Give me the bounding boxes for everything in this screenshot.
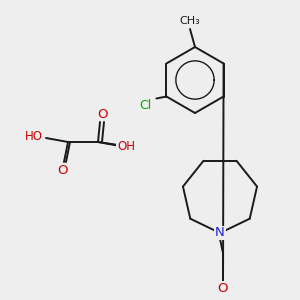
- Text: HO: HO: [25, 130, 43, 142]
- Text: O: O: [98, 107, 108, 121]
- Text: CH₃: CH₃: [180, 16, 200, 26]
- Text: OH: OH: [117, 140, 135, 154]
- Text: Cl: Cl: [139, 99, 152, 112]
- Text: O: O: [218, 281, 228, 295]
- Text: O: O: [58, 164, 68, 176]
- Text: N: N: [215, 226, 225, 239]
- Text: H: H: [126, 142, 134, 154]
